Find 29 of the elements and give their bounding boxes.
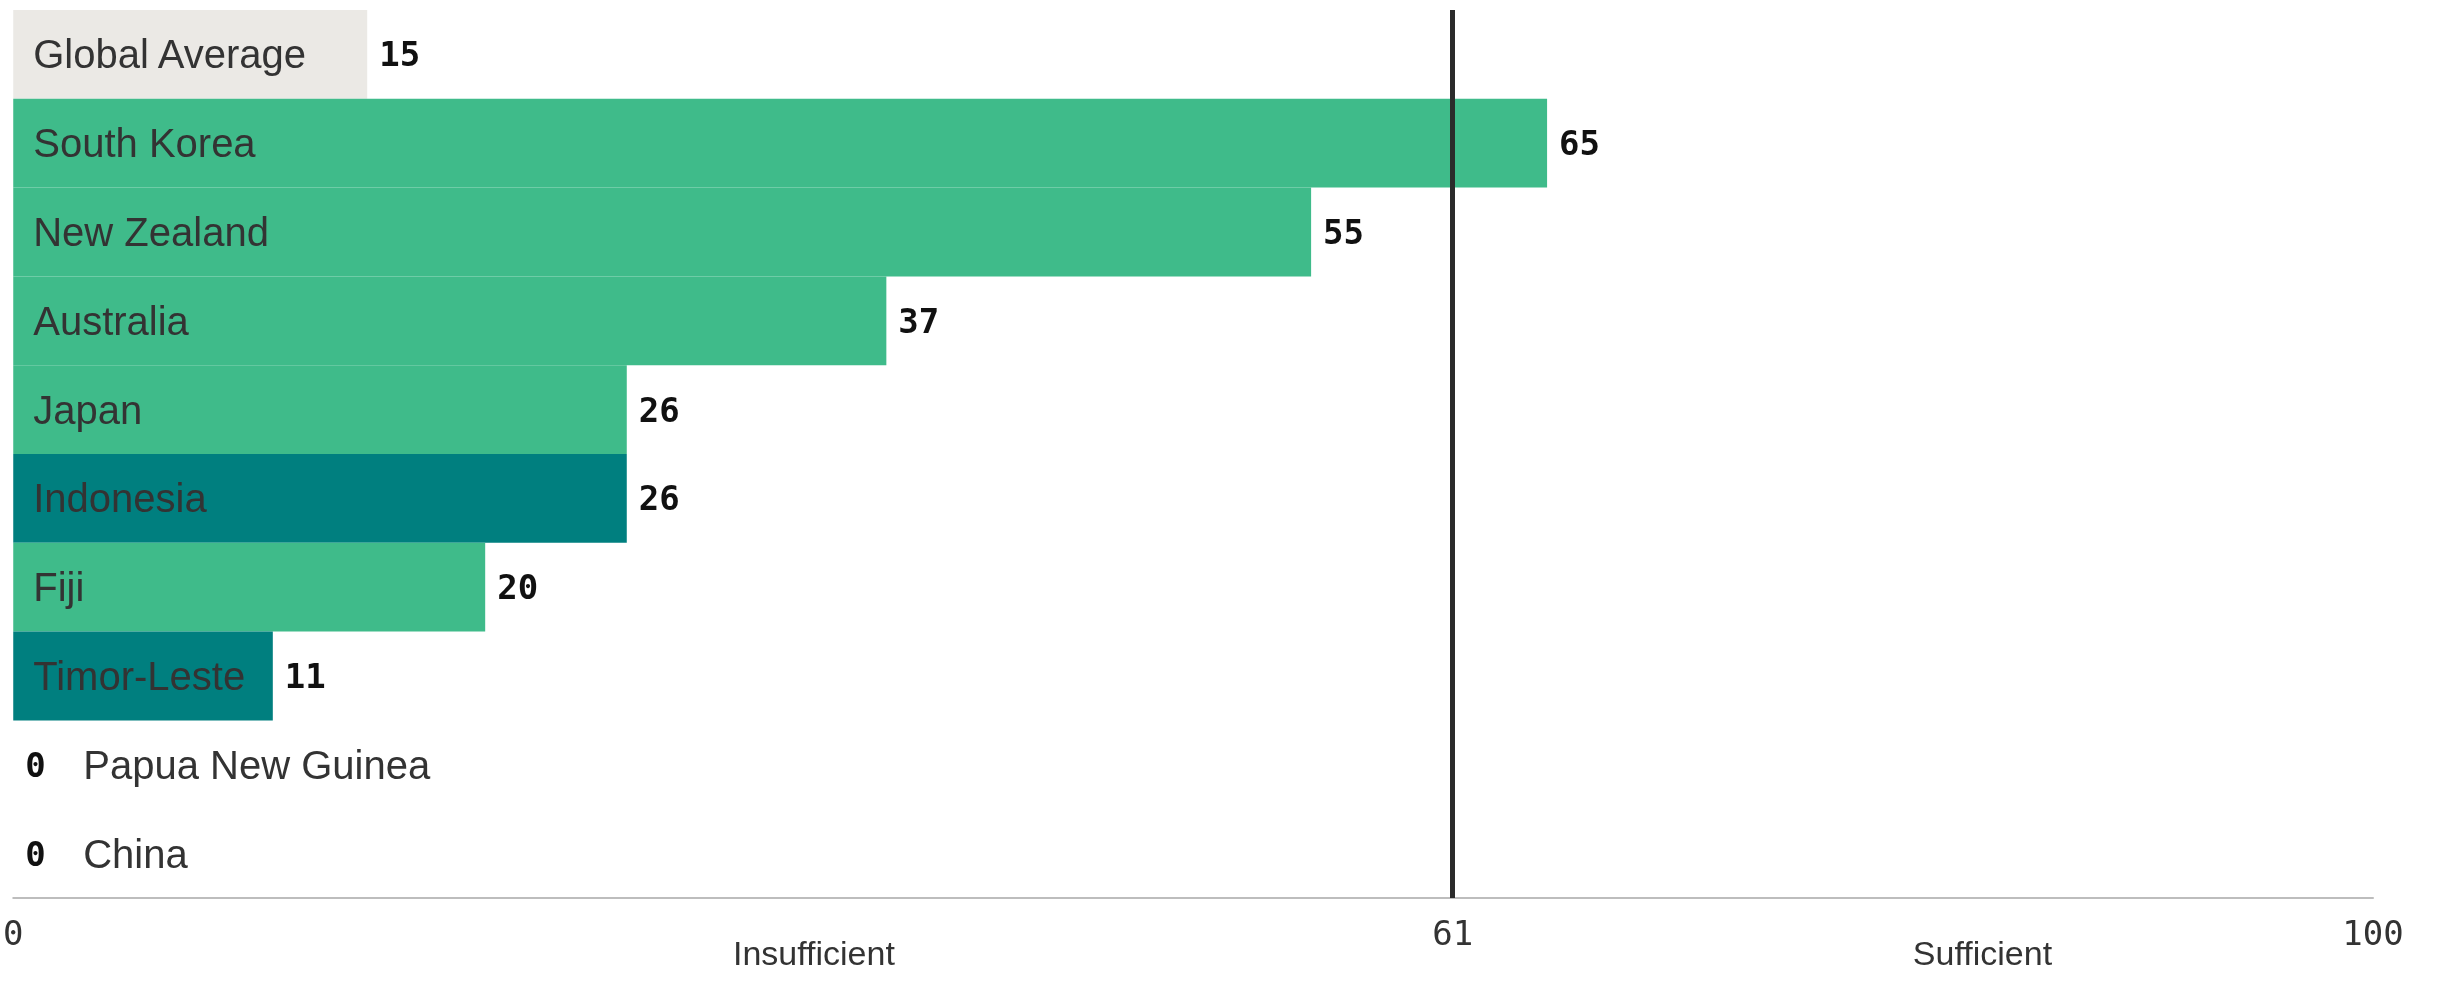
data-label: 20 <box>497 567 539 608</box>
bar <box>13 631 273 721</box>
y-tick-label: New Zealand <box>33 210 269 254</box>
data-label: 65 <box>1559 123 1601 164</box>
data-label: 15 <box>379 34 421 75</box>
y-tick-label: China <box>83 831 189 876</box>
data-label: 0 <box>25 833 46 874</box>
x-tick-label: 100 <box>2342 913 2404 953</box>
bar <box>13 542 486 632</box>
data-label: 26 <box>638 389 680 430</box>
y-tick-label: Global Average <box>33 32 307 77</box>
bar <box>13 10 368 99</box>
text: Sufficient <box>1912 934 2053 972</box>
data-label: 26 <box>638 478 680 519</box>
x-tick-label: 0 <box>2 913 24 953</box>
y-tick-label: Australia <box>33 298 190 343</box>
x-tick-label: 61 <box>1432 913 1474 953</box>
bar <box>13 454 627 543</box>
y-tick-label: Fiji <box>33 565 85 610</box>
y-tick-label: Japan <box>33 387 143 432</box>
data-label: 11 <box>284 656 326 696</box>
y-tick-label: Papua New Guinea <box>83 742 431 787</box>
data-label: 55 <box>1323 212 1365 252</box>
text: Insufficient <box>732 934 896 972</box>
data-label: 37 <box>898 300 940 341</box>
y-tick-label: Indonesia <box>33 476 208 521</box>
data-label: 0 <box>25 744 46 785</box>
y-tick-label: South Korea <box>33 121 257 166</box>
y-tick-label: Timor-Leste <box>33 654 246 698</box>
